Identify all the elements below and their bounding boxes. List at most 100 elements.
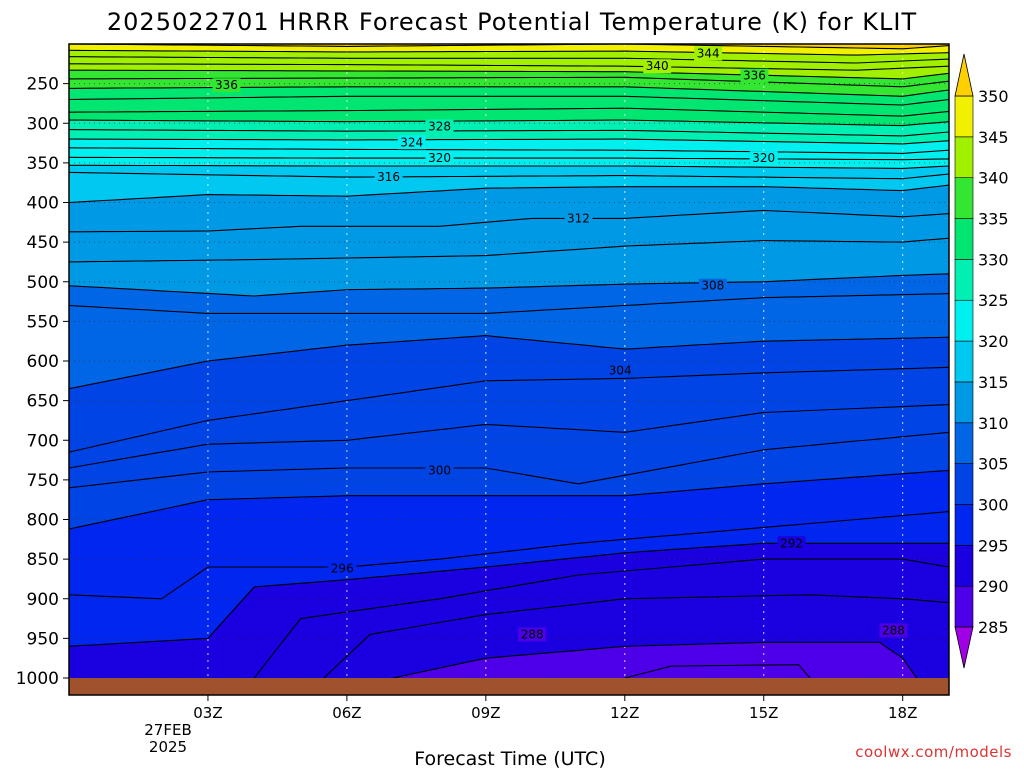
- colorbar-tick-label: 310: [978, 414, 1009, 433]
- isentrope-318: [69, 164, 949, 169]
- contour-label-bg: [777, 536, 806, 551]
- isentrope-312: [69, 209, 949, 233]
- colorbar-box-335: [954, 177, 974, 219]
- plot-frame: [68, 43, 950, 696]
- colorbar-box-330: [954, 218, 974, 260]
- x-tick-label: 15Z: [749, 704, 778, 722]
- y-tick-label: 500: [27, 273, 59, 293]
- colorbar-tick-label: 320: [978, 332, 1009, 351]
- chart-title: 2025022701 HRRR Forecast Potential Tempe…: [107, 8, 917, 36]
- contour-label: 324: [400, 135, 423, 149]
- contour-label-bg: [564, 211, 593, 226]
- contour-label: 304: [609, 364, 632, 378]
- colorbar-tick-label: 285: [978, 618, 1009, 637]
- isentrope-contours: [69, 44, 949, 678]
- isentrope-300: [69, 431, 949, 489]
- y-tick-label: 350: [27, 154, 59, 174]
- contour-label: 296: [331, 562, 354, 576]
- x-axis-label: Forecast Time (UTC): [414, 748, 605, 768]
- contour-label-bg: [374, 170, 403, 185]
- y-tick-label: 400: [27, 194, 59, 214]
- y-tick-label: 450: [27, 233, 59, 253]
- isentrope-301: [69, 404, 949, 469]
- colorbar-upper-cap: [954, 53, 974, 97]
- contour-label: 300: [428, 463, 451, 477]
- colorbar-box-345: [954, 95, 974, 138]
- colorbar: 350 345 340 335 330 325 320 315 310 305 300 295 290 2…: [954, 53, 1009, 669]
- contour-label: 320: [428, 151, 451, 165]
- colorbar-tick-label: 300: [978, 495, 1009, 514]
- isentrope-316: [69, 171, 949, 180]
- contour-label-bg: [694, 46, 723, 61]
- contour-label-bg: [212, 78, 241, 93]
- colorbar-box-285: [954, 585, 974, 628]
- colorbar-box-305: [954, 422, 974, 464]
- isentrope-286: [624, 664, 811, 678]
- y-tick-label: 550: [27, 312, 59, 332]
- isentrope-304: [69, 335, 949, 390]
- contour-label: 336: [743, 69, 766, 83]
- isentrope-296: [69, 511, 949, 600]
- contour-label-bg: [740, 68, 769, 83]
- y-axis: 250 300 350 400 450 500 550 600 650 700 750 800 850 9…: [16, 75, 69, 689]
- isentrope-302: [69, 366, 949, 453]
- x-tick-label: 06Z: [332, 704, 361, 722]
- isentrope-338: [69, 69, 949, 80]
- isentrope-288: [393, 641, 918, 678]
- colorbar-tick-label: 315: [978, 373, 1009, 392]
- contour-label-bg: [425, 151, 454, 166]
- isentrope-322: [69, 147, 949, 154]
- x-tick-label: 12Z: [610, 704, 639, 722]
- contour-label: 336: [215, 78, 238, 92]
- contour-label: 288: [882, 623, 905, 637]
- isentrope-328: [69, 119, 949, 127]
- isentrope-326: [69, 129, 949, 137]
- y-tick-label: 1000: [16, 669, 59, 689]
- isentrope-340: [69, 63, 949, 71]
- contour-label-bg: [425, 463, 454, 478]
- isentrope-292: [253, 558, 949, 678]
- x-tick-label: 18Z: [888, 704, 917, 722]
- y-tick-label: 750: [27, 471, 59, 491]
- contour-label-bg: [518, 627, 547, 642]
- contour-label: 312: [567, 211, 590, 225]
- colorbar-box-320: [954, 299, 974, 342]
- isentrope-324: [69, 138, 949, 145]
- date-label-day: 27FEB: [144, 721, 191, 739]
- x-tick-label: 09Z: [471, 704, 500, 722]
- contour-labels: 344 340 336 336 328 324 320 320 316 312 308 304 300 2…: [212, 46, 908, 642]
- isentrope-306: [69, 293, 949, 314]
- contour-label-bg: [328, 561, 357, 576]
- y-tick-label: 650: [27, 392, 59, 412]
- y-tick-label: 950: [27, 629, 59, 649]
- contour-label-bg: [397, 135, 426, 150]
- date-label-year: 2025: [149, 738, 187, 756]
- contour-label: 288: [521, 627, 544, 641]
- isentrope-332: [69, 95, 949, 106]
- contour-label-bg: [606, 363, 635, 378]
- credit-text: coolwx.com/models: [855, 743, 1012, 761]
- contour-label: 308: [701, 279, 724, 293]
- y-tick-label: 250: [27, 75, 59, 95]
- contour-label-bg: [425, 119, 454, 134]
- x-axis: 03Z 06Z 09Z 12Z 15Z 18Z: [193, 695, 917, 722]
- x-tick-label: 03Z: [193, 704, 222, 722]
- colorbar-tick-label: 330: [978, 250, 1009, 269]
- isentrope-308: [69, 273, 949, 297]
- contour-label-bg: [749, 151, 778, 166]
- y-tick-label: 300: [27, 114, 59, 134]
- colorbar-box-325: [954, 259, 974, 301]
- contour-label: 344: [697, 47, 720, 61]
- y-tick-label: 600: [27, 352, 59, 372]
- ground-surface: [69, 678, 949, 695]
- isentrope-346: [69, 44, 949, 50]
- colorbar-tick-label: 345: [978, 128, 1009, 147]
- isentrope-310: [69, 237, 949, 263]
- colorbar-box-315: [954, 340, 974, 383]
- colorbar-tick-label: 305: [978, 455, 1009, 474]
- colorbar-tick-label: 340: [978, 169, 1009, 188]
- isentrope-320: [69, 156, 949, 161]
- colorbar-box-295: [954, 504, 974, 546]
- colorbar-box-310: [954, 381, 974, 424]
